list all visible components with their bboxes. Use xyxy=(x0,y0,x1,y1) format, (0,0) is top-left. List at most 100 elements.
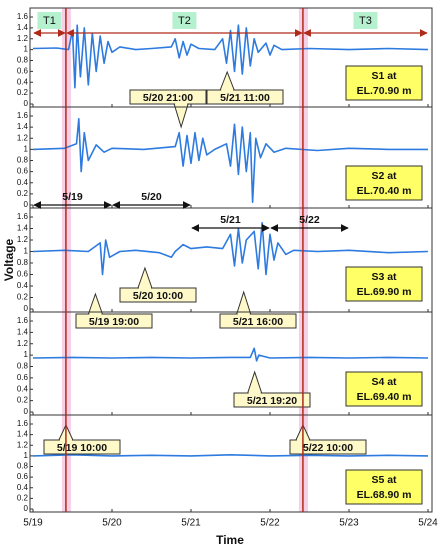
callout-label: 5/19 10:00 xyxy=(57,442,107,454)
station-box xyxy=(345,371,423,407)
y-tick-label: 1 xyxy=(24,350,29,359)
x-tick-label: 5/23 xyxy=(339,518,359,529)
y-tick-label: 1.2 xyxy=(17,339,29,348)
station-label: S1 at xyxy=(371,70,397,82)
callout-pointer xyxy=(87,292,104,315)
callout-box xyxy=(233,392,311,408)
callout-box xyxy=(219,313,297,329)
y-tick-label: 0.2 xyxy=(17,493,29,502)
period-label: 5/22 xyxy=(299,214,320,226)
callout-box xyxy=(206,89,284,105)
signal-line xyxy=(32,347,429,362)
y-tick-label: 1.4 xyxy=(17,430,29,439)
y-tick-label: 0.8 xyxy=(17,56,29,65)
callout-pointer xyxy=(236,290,252,315)
y-tick-label: 0.4 xyxy=(17,483,29,492)
station-box xyxy=(345,165,423,201)
station-label: EL.70.40 m xyxy=(357,185,412,197)
period-label: 5/21 xyxy=(220,214,241,226)
y-tick-label: 1.6 xyxy=(17,212,29,221)
y-tick-label: 1.2 xyxy=(17,235,29,244)
callout-label: 5/21 16:00 xyxy=(233,316,283,328)
y-axis-label: Voltage xyxy=(2,238,16,281)
callout-box xyxy=(119,287,197,303)
y-tick-label: 0.6 xyxy=(17,472,29,481)
station-label: EL.69.40 m xyxy=(357,391,412,403)
signal-line xyxy=(32,222,429,276)
callout-label: 5/20 21:00 xyxy=(143,92,193,104)
y-tick-label: 1.6 xyxy=(17,111,29,120)
y-tick-label: 1.6 xyxy=(17,419,29,428)
callout-box xyxy=(129,89,207,105)
y-tick-label: 0.2 xyxy=(17,293,29,302)
callout-box xyxy=(43,439,121,455)
phase-box xyxy=(172,12,197,29)
x-tick-label: 5/19 xyxy=(23,518,43,529)
signal-line xyxy=(32,24,429,89)
callout-box xyxy=(289,439,367,455)
station-label: EL.68.90 m xyxy=(357,489,412,501)
y-tick-label: 1 xyxy=(24,247,29,256)
x-tick-label: 5/21 xyxy=(181,518,201,529)
y-tick-label: 1.6 xyxy=(17,12,29,21)
phase-label: T2 xyxy=(178,15,191,27)
station-box xyxy=(345,266,423,302)
station-label: EL.69.90 m xyxy=(357,286,412,298)
x-tick-label: 5/20 xyxy=(102,518,122,529)
x-tick-label: 5/22 xyxy=(260,518,280,529)
y-tick-label: 1.4 xyxy=(17,224,29,233)
y-tick-label: 0.6 xyxy=(17,167,29,176)
y-tick-label: 0 xyxy=(24,504,29,513)
x-axis-label: Time xyxy=(216,533,244,547)
phase-box xyxy=(37,12,62,29)
period-label: 5/19 xyxy=(62,191,83,203)
y-tick-label: 1.2 xyxy=(17,34,29,43)
station-label: S2 at xyxy=(371,170,397,182)
station-box xyxy=(345,65,423,101)
signal-line xyxy=(32,454,429,457)
phase-label: T1 xyxy=(43,15,56,27)
callout-label: 5/19 19:00 xyxy=(89,316,139,328)
y-tick-label: 1.2 xyxy=(17,440,29,449)
y-tick-label: 0.4 xyxy=(17,178,29,187)
y-tick-label: 1 xyxy=(24,45,29,54)
callout-label: 5/20 10:00 xyxy=(133,290,183,302)
station-label: S5 at xyxy=(371,474,397,486)
x-tick-label: 5/24 xyxy=(418,518,438,529)
y-tick-label: 0.4 xyxy=(17,384,29,393)
panel-frame xyxy=(29,414,433,513)
y-tick-label: 0.2 xyxy=(17,396,29,405)
y-tick-label: 0.4 xyxy=(17,281,29,290)
y-tick-label: 0.2 xyxy=(17,88,29,97)
y-tick-label: 1.4 xyxy=(17,327,29,336)
callout-label: 5/21 11:00 xyxy=(220,92,270,104)
y-tick-label: 0.2 xyxy=(17,189,29,198)
phase-label: T3 xyxy=(359,15,372,27)
y-tick-label: 0.6 xyxy=(17,373,29,382)
y-tick-label: 0.8 xyxy=(17,156,29,165)
callout-label: 5/21 19:20 xyxy=(247,395,297,407)
callout-box xyxy=(75,313,153,329)
callout-pointer xyxy=(137,266,153,289)
callout-pointer xyxy=(246,370,263,394)
y-tick-label: 0 xyxy=(24,200,29,209)
y-tick-label: 1.4 xyxy=(17,23,29,32)
y-tick-label: 0.4 xyxy=(17,77,29,86)
y-tick-label: 0.8 xyxy=(17,258,29,267)
y-tick-label: 1.6 xyxy=(17,316,29,325)
period-label: 5/20 xyxy=(141,191,162,203)
callout-label: 5/22 10:00 xyxy=(303,442,353,454)
y-tick-label: 0 xyxy=(24,407,29,416)
y-tick-label: 0 xyxy=(24,304,29,313)
y-tick-label: 1 xyxy=(24,144,29,153)
station-label: S3 at xyxy=(371,271,397,283)
y-tick-label: 0.6 xyxy=(17,270,29,279)
y-tick-label: 0 xyxy=(24,99,29,108)
signal-line xyxy=(32,118,428,203)
station-label: S4 at xyxy=(371,376,397,388)
station-box xyxy=(345,469,423,505)
y-tick-label: 0.6 xyxy=(17,66,29,75)
station-label: EL.70.90 m xyxy=(357,85,412,97)
callout-pointer xyxy=(219,70,235,91)
